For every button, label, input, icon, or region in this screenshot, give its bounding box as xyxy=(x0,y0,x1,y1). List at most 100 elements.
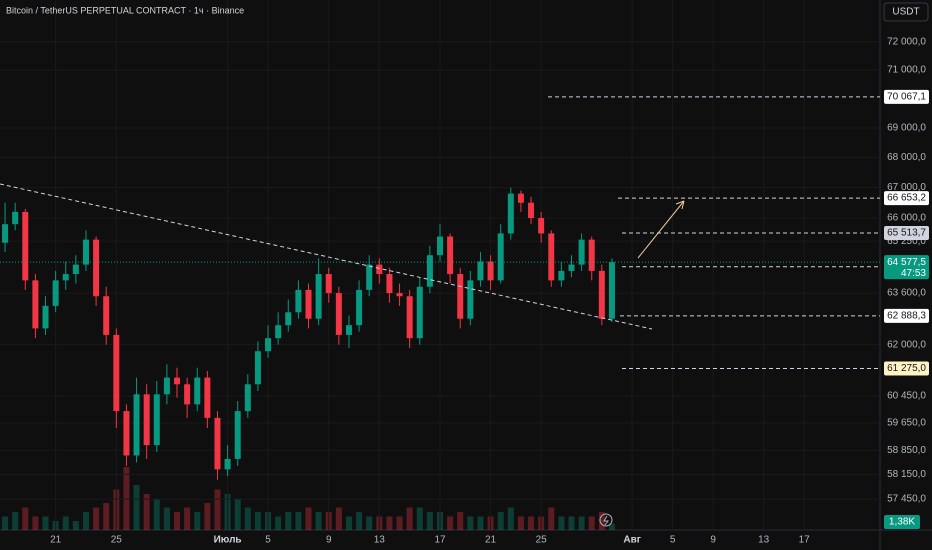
x-tick-label: 13 xyxy=(374,535,386,546)
volume-bar xyxy=(42,516,49,530)
candle-body xyxy=(396,293,403,297)
candle-body xyxy=(517,193,524,203)
candle-body xyxy=(447,236,454,275)
level-badge xyxy=(884,191,929,206)
volume-bar xyxy=(568,516,575,530)
annotation-layer: 72 000,0 71 000,0 69 000,0 68 000,0 67 000,0… xyxy=(0,36,929,546)
alert-icon[interactable] xyxy=(599,513,613,527)
volume-label: 1,38K xyxy=(889,517,915,528)
candle-body xyxy=(507,193,514,234)
candle-body xyxy=(103,296,110,335)
y-tick-label: 71 000,0 xyxy=(887,65,926,76)
candle-body xyxy=(558,270,565,281)
candle-body xyxy=(568,264,575,271)
candle-body xyxy=(133,394,140,456)
volume-bar xyxy=(345,516,352,530)
candle-body xyxy=(437,236,443,256)
volume-bar xyxy=(335,507,342,530)
x-tick-label: 25 xyxy=(536,535,548,546)
candle-body xyxy=(538,218,545,234)
level-badge xyxy=(884,89,929,104)
volume-bar xyxy=(2,516,9,530)
candle-body xyxy=(386,274,393,294)
candle-body xyxy=(376,264,383,275)
y-tick-label: 62 000,0 xyxy=(887,339,926,350)
volume-bar xyxy=(143,494,150,530)
candle-body xyxy=(578,239,585,265)
y-tick-label: 65 250,0 xyxy=(887,236,926,247)
volume-bar xyxy=(477,516,484,530)
candle-body xyxy=(477,261,484,281)
volume-bar xyxy=(386,516,393,530)
y-tick-label: 66 000,0 xyxy=(887,213,926,224)
candle-body xyxy=(548,233,555,281)
candle-body xyxy=(598,270,605,319)
volume-bar xyxy=(467,516,474,530)
candle-body xyxy=(12,211,19,225)
volume-bar xyxy=(163,507,170,530)
volume-bar xyxy=(315,512,322,530)
x-tick-label: 21 xyxy=(485,535,497,546)
level-label: 70 067,1 xyxy=(887,92,926,103)
volume-bar xyxy=(93,507,100,530)
volume-bar xyxy=(497,512,504,530)
level-badge xyxy=(884,226,929,241)
candle-body xyxy=(52,280,59,306)
volume-bar xyxy=(32,516,39,530)
volume-bar xyxy=(254,512,261,530)
y-tick-label: 63 600,0 xyxy=(887,288,926,299)
candle-body xyxy=(265,338,272,352)
y-tick-label: 58 850,0 xyxy=(887,445,926,456)
volume-bar xyxy=(123,467,130,530)
last-price-label: 64 577,5 xyxy=(887,257,926,268)
candle-body xyxy=(426,255,433,287)
volume-bar xyxy=(133,485,140,530)
volume-bar xyxy=(447,516,454,530)
volume-bar xyxy=(507,507,514,530)
candle-body xyxy=(244,384,251,412)
volume-bar xyxy=(194,512,201,530)
candle-body xyxy=(113,334,120,412)
x-tick-label: 17 xyxy=(434,535,446,546)
candle-body xyxy=(335,293,342,335)
volume-bar xyxy=(578,516,585,530)
candle-body xyxy=(143,394,150,446)
volume-bar xyxy=(608,523,615,530)
volume-bar xyxy=(588,516,595,530)
candle-body xyxy=(497,233,504,281)
candle-body xyxy=(234,411,241,459)
volume-bar xyxy=(214,489,221,530)
x-tick-label: 5 xyxy=(265,535,271,546)
candle-body xyxy=(32,280,39,329)
chart-title: Bitcoin / TetherUS PERPETUAL CONTRACT · … xyxy=(6,5,244,15)
candle-body xyxy=(608,262,615,319)
currency-label[interactable]: USDT xyxy=(892,7,919,18)
volume-bar xyxy=(548,507,555,530)
candle-body xyxy=(224,458,231,470)
candle-body xyxy=(62,274,69,281)
volume-bar xyxy=(305,507,312,530)
volume-bar xyxy=(416,507,423,530)
candle-body xyxy=(184,384,191,405)
volume-bar xyxy=(396,516,403,530)
trend-line xyxy=(0,183,653,330)
currency-button[interactable] xyxy=(883,2,929,22)
volume-bar xyxy=(517,516,524,530)
y-tick-label: 57 450,0 xyxy=(887,494,926,505)
alert-bolt xyxy=(603,515,609,526)
volume-bar xyxy=(285,512,292,530)
level-label: 66 653,2 xyxy=(887,193,926,204)
candle-body xyxy=(467,280,474,319)
projection-arrow xyxy=(637,200,685,259)
volume-badge xyxy=(884,515,920,529)
volume-bar xyxy=(72,521,79,530)
candle-body xyxy=(366,264,373,290)
volume-bar xyxy=(103,503,110,530)
candle-body xyxy=(22,211,29,281)
x-tick-label: Июль xyxy=(214,535,242,546)
candle-body xyxy=(2,224,9,243)
candle-body xyxy=(345,325,352,335)
candle-body xyxy=(82,239,89,265)
candle-body xyxy=(528,202,535,219)
candle-body xyxy=(305,289,312,319)
